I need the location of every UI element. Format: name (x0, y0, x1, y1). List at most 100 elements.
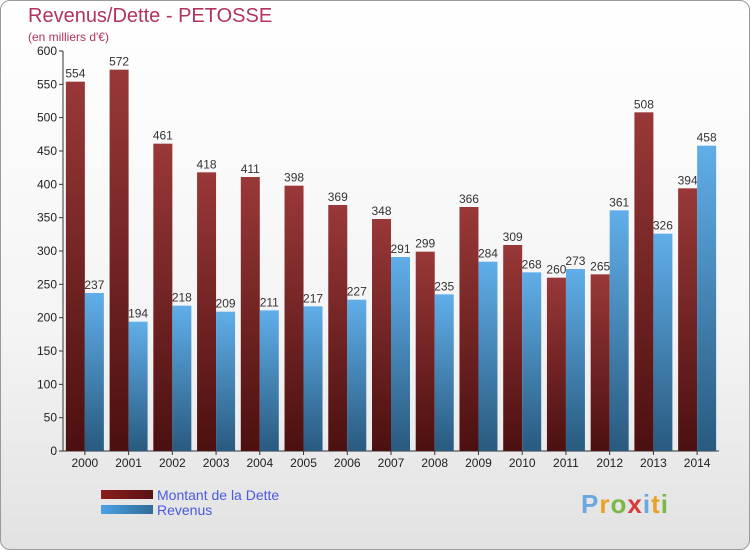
y-tick-label: 50 (44, 411, 58, 425)
x-tick-label: 2003 (203, 456, 230, 470)
debt-value-label: 309 (503, 230, 523, 244)
logo-letter: t (651, 489, 661, 519)
logo-letter: r (599, 489, 611, 519)
legend-item-revenue: Revenus (101, 501, 279, 518)
legend-swatch-debt (101, 490, 153, 499)
revenue-value-label: 273 (565, 254, 585, 268)
revenue-value-label: 194 (128, 307, 148, 321)
revenue-value-label: 284 (478, 247, 498, 261)
debt-value-label: 366 (459, 192, 479, 206)
revenue-value-label: 227 (347, 285, 367, 299)
debt-bar (240, 177, 260, 451)
revenue-value-label: 326 (653, 219, 673, 233)
revenue-value-label: 209 (216, 297, 236, 311)
revenue-value-label: 211 (260, 295, 279, 309)
debt-value-label: 369 (328, 190, 348, 204)
x-tick-label: 2005 (290, 456, 317, 470)
debt-value-label: 411 (241, 162, 260, 176)
y-tick-label: 200 (37, 311, 57, 325)
revenue-bar (172, 305, 192, 451)
revenue-bar (259, 310, 279, 451)
proxiti-logo: Proxiti (581, 489, 669, 520)
debt-value-label: 554 (65, 67, 85, 81)
y-tick-label: 500 (37, 111, 57, 125)
revenue-bar (697, 145, 717, 451)
y-tick-label: 400 (37, 177, 57, 191)
revenue-bar (522, 272, 542, 451)
debt-bar (590, 274, 610, 451)
revenue-value-label: 268 (522, 257, 542, 271)
debt-bar (109, 69, 129, 452)
x-tick-label: 2008 (421, 456, 448, 470)
x-tick-label: 2009 (465, 456, 492, 470)
debt-bar (415, 251, 435, 451)
debt-bar (503, 245, 523, 451)
x-tick-label: 2010 (509, 456, 536, 470)
logo-letter: o (610, 489, 628, 519)
y-tick-label: 550 (37, 77, 57, 91)
debt-bar (65, 81, 85, 452)
debt-bar (153, 143, 173, 451)
revenue-bar (303, 306, 323, 451)
revenue-value-label: 218 (172, 291, 192, 305)
debt-bar (459, 207, 479, 451)
debt-bar (197, 172, 217, 452)
debt-value-label: 299 (415, 237, 435, 251)
y-tick-label: 450 (37, 144, 57, 158)
x-tick-label: 2001 (115, 456, 142, 470)
y-tick-label: 150 (37, 344, 57, 358)
y-tick-label: 350 (37, 211, 57, 225)
debt-bar (678, 188, 698, 452)
revenue-bar (565, 269, 585, 451)
debt-value-label: 461 (153, 129, 173, 143)
revenue-bar (391, 257, 410, 451)
revenue-bar (347, 299, 367, 451)
debt-bar (284, 185, 304, 451)
revenue-bar (478, 261, 498, 451)
legend-label-revenue: Revenus (157, 501, 213, 518)
debt-value-label: 572 (109, 55, 129, 69)
chart-title: Revenus/Dette - PETOSSE (28, 5, 273, 27)
revenue-value-label: 237 (84, 278, 104, 292)
chart-subtitle: (en milliers d'€) (28, 30, 109, 44)
debt-value-label: 394 (678, 173, 698, 187)
revenue-bar (216, 311, 236, 451)
revenue-bar (609, 210, 629, 451)
debt-value-label: 260 (546, 263, 566, 277)
legend: Montant de la Dette Revenus (101, 486, 280, 518)
x-tick-label: 2011 (553, 456, 579, 470)
legend-swatch-revenue (101, 505, 153, 514)
y-tick-label: 0 (50, 444, 57, 458)
debt-value-label: 348 (371, 204, 391, 218)
debt-bar (372, 219, 391, 451)
revenue-bar (128, 321, 148, 451)
x-tick-label: 2006 (334, 456, 361, 470)
revenue-value-label: 235 (434, 279, 454, 293)
x-tick-label: 2014 (684, 456, 711, 470)
legend-label-debt: Montant de la Dette (157, 486, 280, 503)
revenue-value-label: 361 (609, 195, 629, 209)
debt-bar (328, 205, 348, 451)
debt-value-label: 418 (197, 157, 217, 171)
y-tick-label: 250 (37, 277, 57, 291)
debt-bar (634, 112, 654, 451)
x-tick-label: 2000 (72, 456, 99, 470)
y-tick-label: 600 (37, 44, 57, 58)
x-tick-label: 2013 (640, 456, 667, 470)
logo-letter: i (642, 489, 652, 519)
revenue-bar (84, 293, 104, 451)
revenue-value-label: 217 (303, 291, 323, 305)
x-tick-label: 2012 (596, 456, 623, 470)
revenue-bar (434, 294, 454, 451)
logo-letter: P (581, 489, 600, 519)
x-tick-label: 2002 (159, 456, 186, 470)
legend-item-debt: Montant de la Dette (101, 486, 280, 503)
revenue-value-label: 458 (697, 131, 717, 145)
logo-letter: x (627, 489, 643, 519)
x-tick-label: 2007 (378, 456, 405, 470)
revenue-bar (653, 233, 673, 451)
debt-value-label: 265 (590, 259, 610, 273)
y-tick-label: 300 (37, 244, 57, 258)
